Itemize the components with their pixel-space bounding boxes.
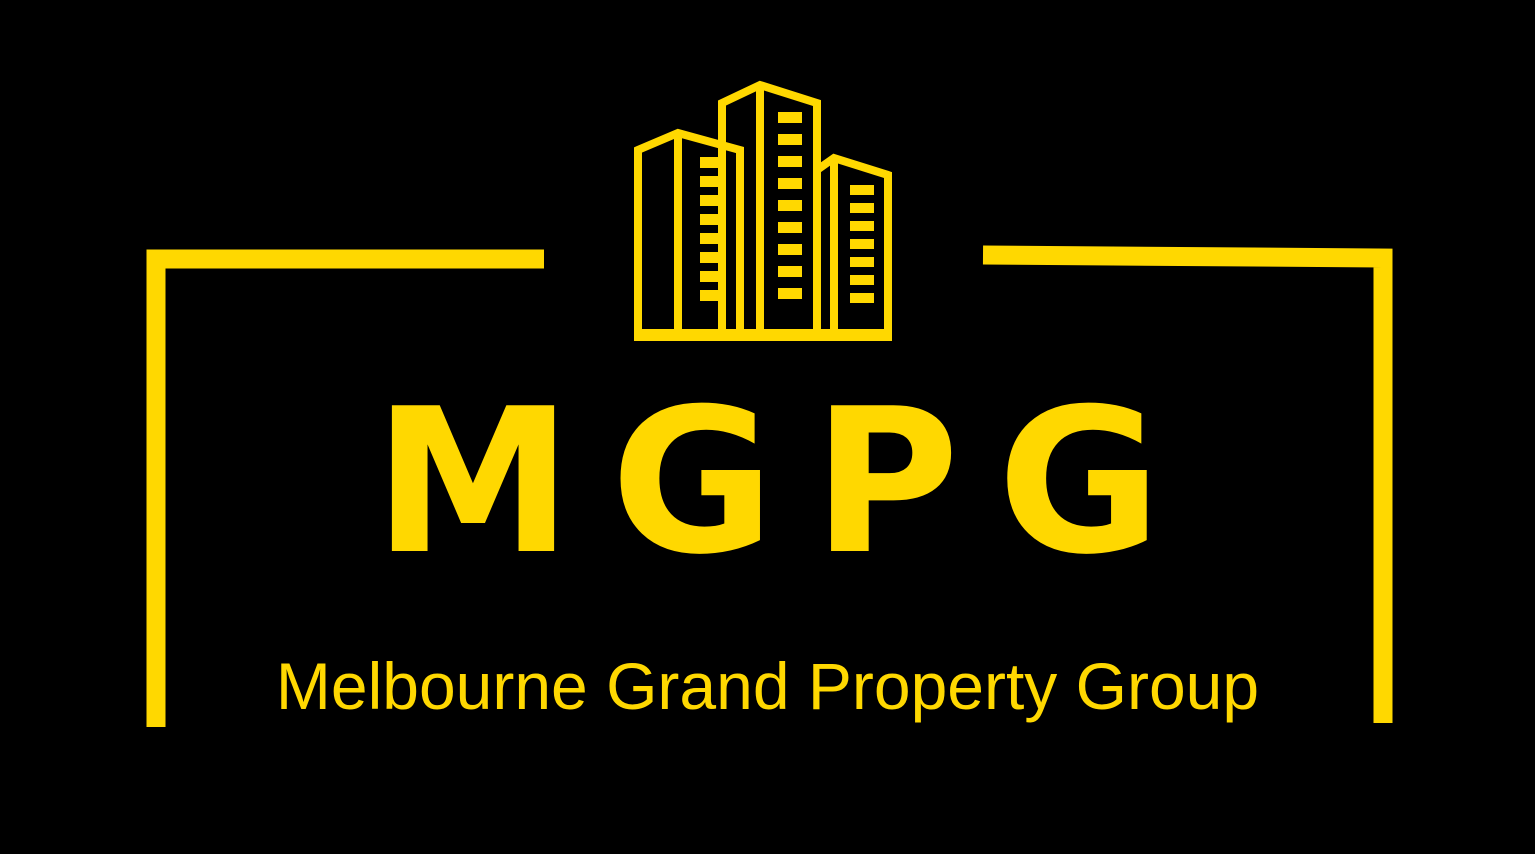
building-windows [700,112,874,303]
frame-bracket-left [146,249,544,727]
logo-monogram: MGPG [373,366,1200,599]
buildings-icon [634,80,892,341]
frame-bracket-right [982,245,1393,723]
company-name: Melbourne Grand Property Group [275,649,1260,723]
frame-bracket [146,245,1393,727]
